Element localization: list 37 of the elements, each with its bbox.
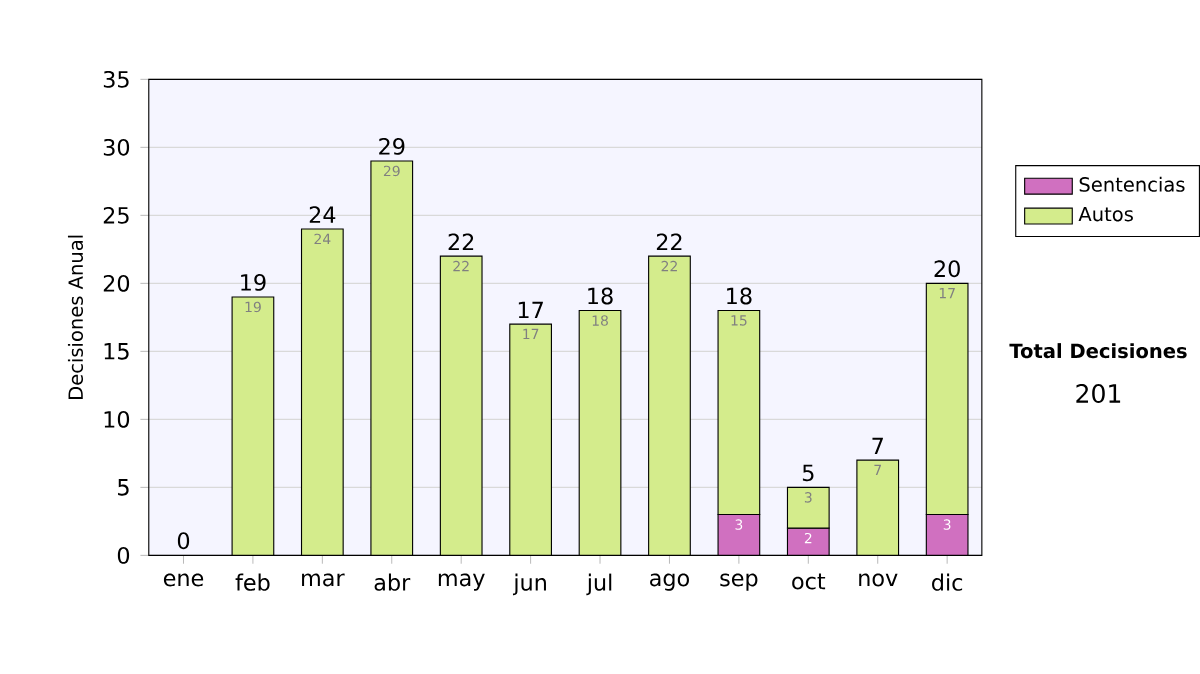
total-label: 22 (656, 233, 682, 250)
x-tick-label: ago (650, 573, 689, 591)
total-label: 18 (588, 287, 613, 305)
y-tick-label: 20 (103, 274, 130, 292)
x-tick-label: dic (932, 573, 963, 591)
text: 201 (1076, 383, 1121, 403)
x-tick-label: feb (235, 573, 270, 591)
x-tick-label: oct (792, 573, 826, 590)
y-tick-label: 5 (118, 478, 129, 496)
total-label: 17 (518, 301, 543, 318)
total-label: 24 (309, 206, 336, 223)
x-tick-label: sep (720, 573, 758, 591)
y-tick-label: 30 (103, 138, 130, 156)
y-tick-label: 35 (103, 70, 129, 88)
total-label: 19 (241, 273, 266, 291)
y-tick-label: 0 (117, 546, 130, 564)
x-tick-label: jun (512, 573, 546, 595)
x-tick-label: jul (586, 573, 612, 595)
text: 0 (177, 532, 190, 550)
text: Total Decisiones (1009, 342, 1187, 359)
x-tick-label: ene (163, 573, 204, 587)
total-label: 7 (872, 437, 883, 454)
total-label: 22 (448, 233, 474, 250)
y-axis-title: Decisiones Anual (67, 235, 84, 399)
y-tick-label: 10 (104, 410, 130, 428)
x-tick-label: nov (859, 573, 898, 587)
total-label: 5 (802, 464, 814, 482)
legend-label: Autos (1078, 206, 1133, 222)
x-tick-label: abr (374, 573, 411, 591)
total-label: 18 (727, 287, 752, 305)
legend-label: Sentencias (1079, 176, 1185, 192)
x-tick-label: mar (302, 573, 345, 587)
y-tick-label: 25 (103, 206, 129, 224)
total-label: 29 (379, 137, 405, 155)
x-tick-label: may (438, 573, 485, 591)
y-tick-label: 15 (104, 342, 129, 360)
total-label: 20 (934, 260, 960, 278)
